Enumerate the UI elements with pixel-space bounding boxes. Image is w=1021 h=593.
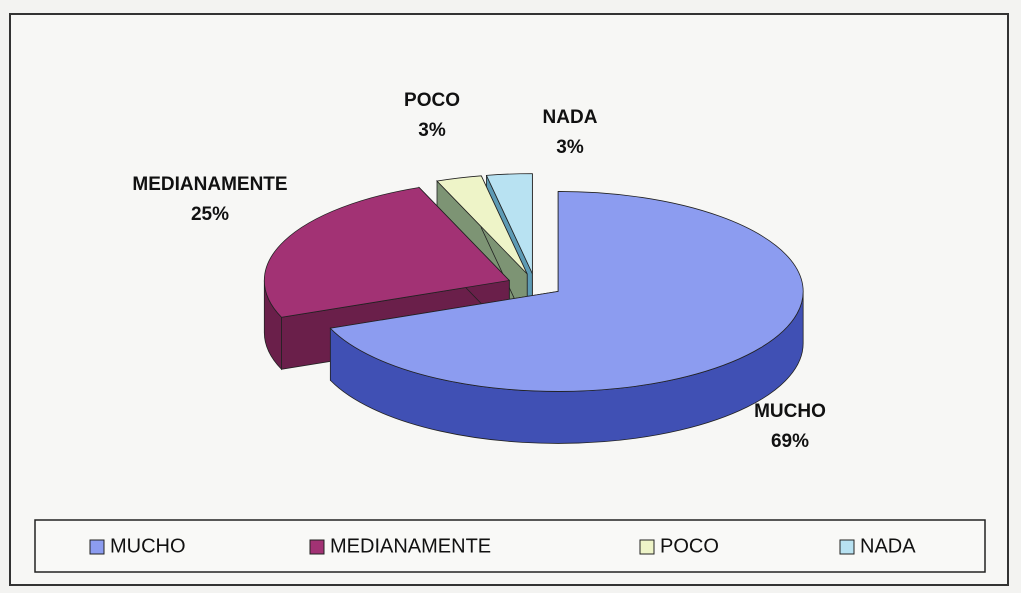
legend-label: NADA xyxy=(860,535,916,557)
data-label-name: POCO xyxy=(404,90,460,111)
slice-top xyxy=(436,175,528,275)
pie xyxy=(263,173,804,444)
data-label-value: 69% xyxy=(771,431,809,452)
legend-swatch xyxy=(639,539,655,555)
legend-box xyxy=(34,519,986,573)
legend-swatch xyxy=(89,539,105,555)
legend-label: MUCHO xyxy=(110,535,186,557)
legend-label: MEDIANAMENTE xyxy=(330,535,491,557)
legend-swatch xyxy=(839,539,855,555)
slice-top xyxy=(485,173,533,274)
legend-label: POCO xyxy=(660,535,719,557)
data-label-name: MEDIANAMENTE xyxy=(132,174,287,195)
slice-top xyxy=(263,187,511,318)
data-label-name: MUCHO xyxy=(754,401,826,422)
data-label-value: 3% xyxy=(418,120,446,141)
legend: MUCHO MEDIANAMENTE POCO NADA xyxy=(89,535,916,557)
legend-swatch xyxy=(309,539,325,555)
data-label-name: NADA xyxy=(543,107,598,128)
data-label-value: 3% xyxy=(556,137,584,158)
pie-slice xyxy=(329,191,804,444)
labels: MUCHO 69% MEDIANAMENTE 25% POCO 3% NADA 3% xyxy=(132,90,825,452)
data-label-value: 25% xyxy=(191,204,229,225)
slice-top xyxy=(329,191,804,392)
